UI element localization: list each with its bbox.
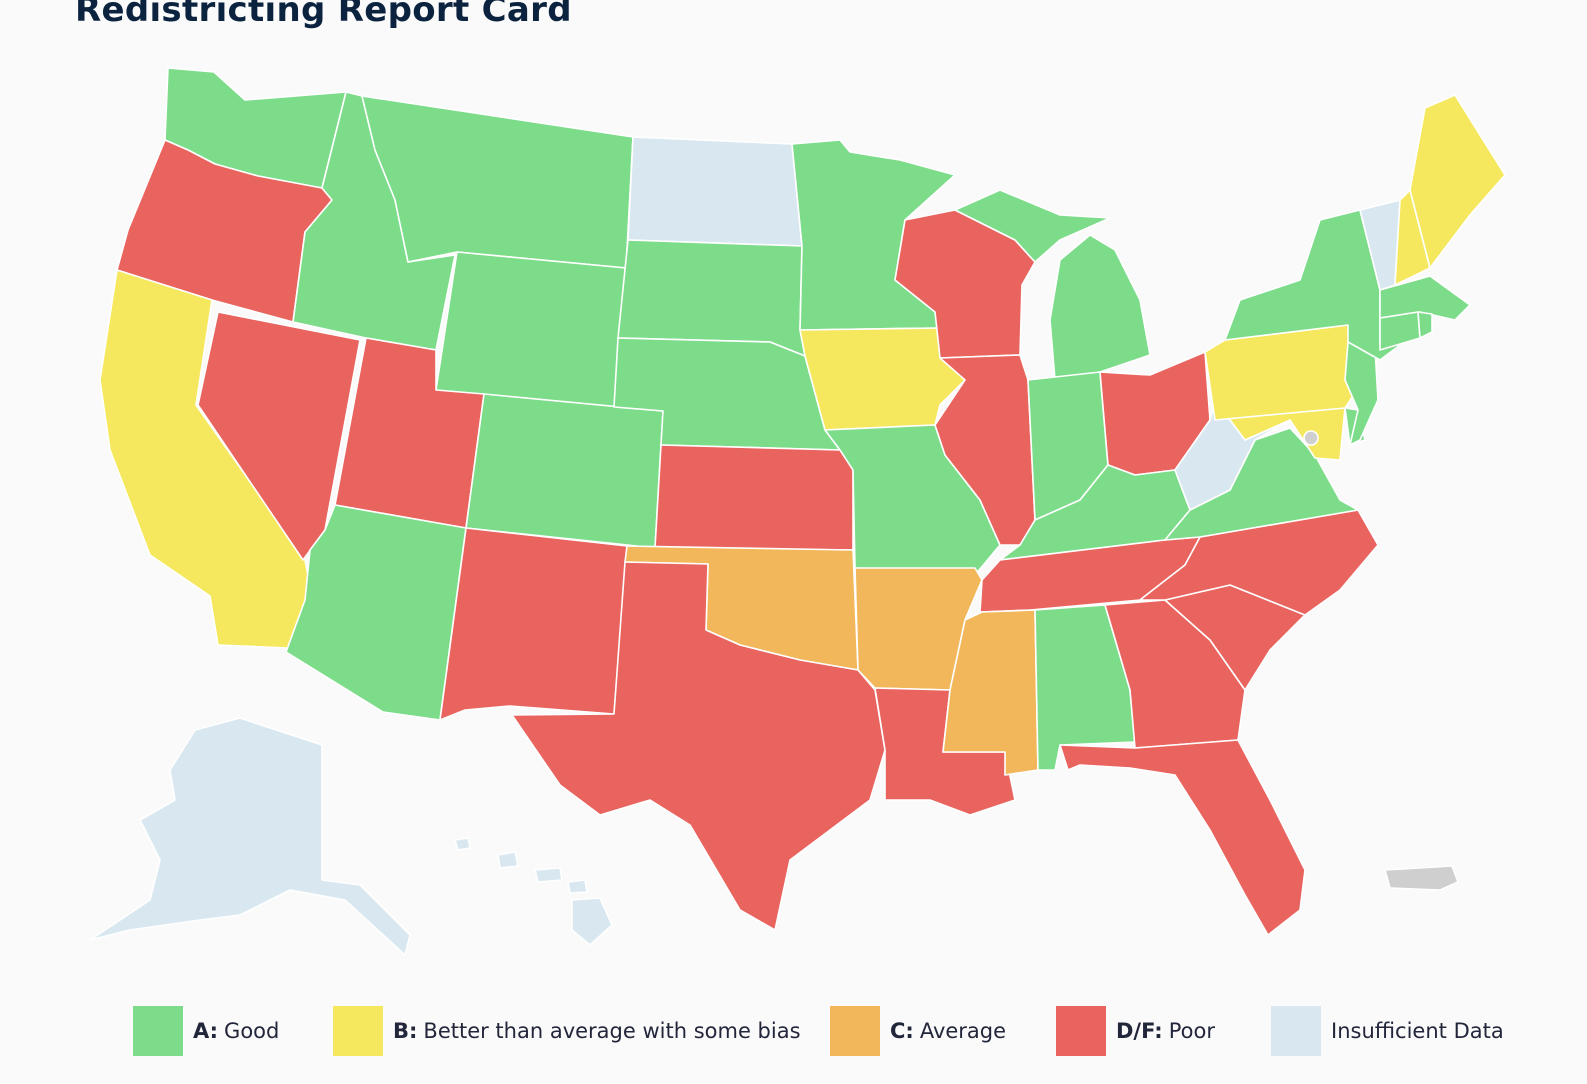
legend-label: Better than average with some bias (423, 1019, 801, 1043)
us-map (89, 67, 1506, 956)
state-michigan[interactable] (954, 189, 1151, 381)
legend-swatch-b (333, 1006, 383, 1056)
state-hawaii[interactable] (454, 837, 613, 946)
legend-grade: A: (193, 1019, 219, 1043)
state-north-dakota[interactable] (627, 136, 803, 247)
state-colorado[interactable] (465, 393, 664, 549)
legend-swatch-a (133, 1006, 183, 1056)
legend-swatch-c (830, 1006, 880, 1056)
legend-grade: D/F: (1116, 1019, 1163, 1043)
legend-label: Average (919, 1019, 1007, 1043)
legend-label: Poor (1168, 1019, 1215, 1043)
state-kansas[interactable] (654, 444, 854, 551)
state-texas[interactable] (511, 561, 886, 931)
legend-label: Good (224, 1019, 280, 1043)
state-wyoming[interactable] (435, 251, 627, 408)
state-virginia[interactable] (1164, 427, 1359, 541)
legend-item-c: C: Average (830, 1006, 1006, 1056)
state-new-mexico[interactable] (439, 527, 628, 721)
page-title: Redistricting Report Card (75, 0, 572, 30)
legend-grade: B: (393, 1019, 418, 1043)
dc-marker[interactable] (1303, 430, 1319, 446)
state-alaska[interactable] (89, 717, 411, 956)
legend-label: Insufficient Data (1331, 1019, 1504, 1043)
legend-item-insufficient: Insufficient Data (1271, 1006, 1504, 1056)
legend-swatch-df (1056, 1006, 1106, 1056)
legend: A: Good B: Better than average with some b… (0, 1006, 1587, 1056)
territory-puerto-rico[interactable] (1384, 865, 1459, 891)
legend-swatch-insufficient (1271, 1006, 1321, 1056)
legend-item-df: D/F: Poor (1056, 1006, 1215, 1056)
state-illinois[interactable] (934, 354, 1036, 546)
state-connecticut[interactable] (1379, 311, 1421, 351)
legend-item-b: B: Better than average with some bias (333, 1006, 801, 1056)
state-california[interactable] (99, 269, 313, 649)
state-maine[interactable] (1409, 94, 1506, 269)
state-florida[interactable] (1059, 739, 1306, 936)
legend-item-a: A: Good (133, 1006, 279, 1056)
state-rhode-island[interactable] (1417, 311, 1433, 339)
legend-grade: C: (890, 1019, 914, 1043)
